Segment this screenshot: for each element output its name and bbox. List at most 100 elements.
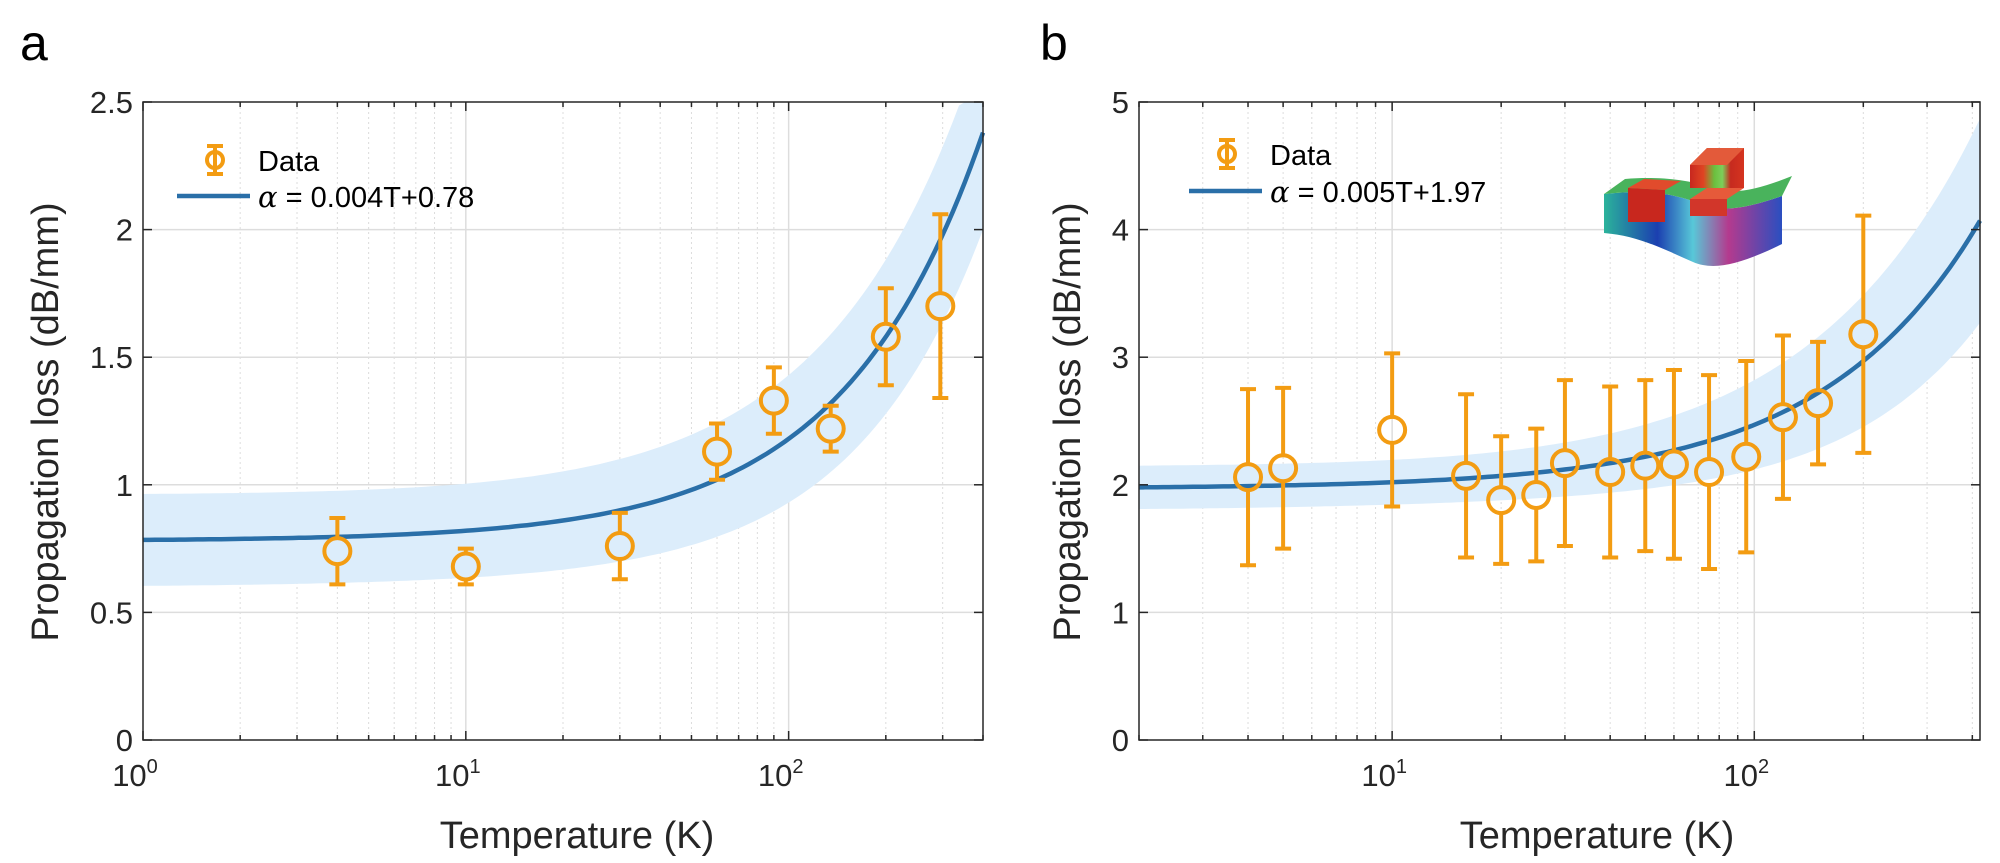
x-tick-label: 102 <box>758 756 804 793</box>
data-point <box>1233 387 1264 568</box>
data-point <box>1486 434 1517 566</box>
legend-data-label: Data <box>1270 140 1332 172</box>
legend-fit-equation: = 0.004T+0.78 <box>278 182 475 214</box>
data-marker <box>758 385 789 416</box>
x-tick-label-exponent: 1 <box>1396 756 1407 778</box>
data-point <box>925 212 956 401</box>
x-tick-label-base: 10 <box>1723 758 1757 793</box>
data-point <box>1630 378 1661 554</box>
data-point <box>702 421 733 482</box>
data-point <box>604 510 635 582</box>
data-point <box>815 403 846 454</box>
legend-fit-symbol: α <box>258 180 278 214</box>
legend-fit-label: α = 0.005T+1.97 <box>1270 175 1486 209</box>
legend-data-marker <box>1217 144 1237 164</box>
data-series <box>1233 213 1879 572</box>
data-marker <box>1486 485 1517 516</box>
y-tick-labels: 0 1 2 3 4 5 <box>1112 85 1129 758</box>
data-marker <box>815 413 846 444</box>
inset-fin-1-top <box>1628 179 1681 190</box>
data-point <box>322 515 353 587</box>
legend-fit-symbol: α <box>1270 175 1290 209</box>
x-tick-label: 101 <box>1361 756 1407 793</box>
x-tick-labels: 100 101 102 <box>112 756 803 793</box>
data-series <box>322 212 956 587</box>
x-tick-label-exponent: 2 <box>1758 756 1769 778</box>
x-tick-label-exponent: 2 <box>792 756 803 778</box>
data-point <box>1658 367 1689 561</box>
data-point <box>1521 426 1552 564</box>
data-marker <box>450 551 481 582</box>
legend: Data α = 0.004T+0.78 <box>177 144 474 214</box>
y-tick-label: 5 <box>1112 85 1129 120</box>
y-tick-label: 4 <box>1112 213 1129 248</box>
y-tick-label: 2 <box>116 213 133 248</box>
data-point <box>1767 333 1798 501</box>
data-point <box>1595 384 1626 560</box>
data-point <box>1803 339 1834 467</box>
data-point <box>758 365 789 436</box>
data-marker <box>604 531 635 562</box>
axes <box>142 101 984 741</box>
x-axis-label: Temperature (K) <box>1460 815 1735 857</box>
y-tick-label: 2.5 <box>90 85 133 120</box>
y-tick-label: 0 <box>116 723 133 758</box>
data-point <box>1731 359 1762 555</box>
data-marker <box>1595 457 1626 488</box>
data-point <box>870 286 901 388</box>
inset-ridge-top <box>1690 148 1744 165</box>
x-axis-label: Temperature (K) <box>440 815 715 857</box>
x-tick-label: 100 <box>112 756 158 793</box>
y-tick-label: 1 <box>116 468 133 503</box>
x-tick-label-base: 10 <box>112 758 146 793</box>
panel-label-a: a <box>20 15 48 71</box>
data-marker <box>1731 441 1762 472</box>
data-point <box>1848 213 1879 455</box>
fit-line <box>1138 219 1982 490</box>
inset-fin-1-front <box>1628 188 1665 222</box>
data-point <box>450 546 481 587</box>
fit-line <box>143 131 986 543</box>
x-tick-label: 101 <box>435 756 481 793</box>
legend-data-marker <box>205 150 225 170</box>
data-marker <box>925 291 956 322</box>
confidence-band <box>143 102 983 586</box>
data-marker <box>1803 388 1834 419</box>
data-point <box>1549 378 1580 549</box>
fit-curve <box>143 131 986 543</box>
x-tick-label-base: 10 <box>1361 758 1395 793</box>
y-axis-label: Propagation loss (dB/mm) <box>25 202 67 641</box>
axes <box>1138 101 1981 741</box>
legend-fit-equation: = 0.005T+1.97 <box>1290 177 1487 209</box>
y-tick-label: 0.5 <box>90 595 133 630</box>
inset-fin-2-top <box>1690 188 1744 199</box>
x-tick-label-exponent: 0 <box>147 756 158 778</box>
fit-curve <box>1138 219 1982 490</box>
data-point <box>1377 351 1408 509</box>
data-marker <box>1658 449 1689 480</box>
panel-a: 100 101 102 00.511.522.5 Temperature (K) P… <box>25 85 986 857</box>
y-tick-label: 2 <box>1112 468 1129 503</box>
y-tick-label: 1.5 <box>90 340 133 375</box>
legend-data-label: Data <box>258 146 320 178</box>
y-tick-label: 1 <box>1112 595 1129 630</box>
data-marker <box>1521 480 1552 511</box>
data-marker <box>1848 319 1879 350</box>
legend: Data α = 0.005T+1.97 <box>1189 138 1486 209</box>
y-tick-label: 0 <box>1112 723 1129 758</box>
inset-fin-2-front <box>1690 199 1727 216</box>
data-marker <box>1694 457 1725 488</box>
y-tick-labels: 0 0.5 1 1.5 2 2.5 <box>90 85 133 758</box>
x-tick-labels: 101 102 <box>1361 756 1769 793</box>
legend-fit-label: α = 0.004T+0.78 <box>258 180 474 214</box>
data-point <box>1268 385 1299 551</box>
data-marker <box>870 321 901 352</box>
x-tick-label-base: 10 <box>758 758 792 793</box>
y-tick-label: 3 <box>1112 340 1129 375</box>
data-marker <box>1767 402 1798 433</box>
data-marker <box>1268 453 1299 484</box>
fit-band <box>143 102 983 586</box>
inset-mode-profile <box>1604 148 1792 266</box>
